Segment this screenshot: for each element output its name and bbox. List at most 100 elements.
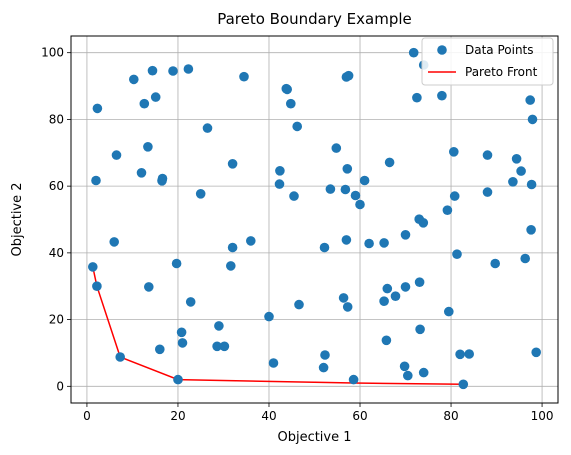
data-point <box>136 168 147 178</box>
data-point <box>185 297 196 307</box>
data-point <box>150 92 161 102</box>
data-point <box>350 190 361 201</box>
y-tick-label: 20 <box>49 313 64 327</box>
data-point <box>342 302 353 312</box>
data-point <box>177 338 188 348</box>
data-point <box>526 179 537 190</box>
legend: Data Points Pareto Front <box>421 37 554 86</box>
data-point <box>294 299 304 310</box>
data-point <box>364 238 374 249</box>
data-point <box>382 283 393 294</box>
data-point <box>379 296 389 307</box>
data-point <box>286 98 296 109</box>
data-point <box>274 179 285 189</box>
data-point <box>381 335 392 346</box>
data-point <box>490 258 501 269</box>
data-point <box>449 147 459 157</box>
data-point <box>340 184 351 195</box>
data-point <box>173 374 183 385</box>
data-point <box>111 150 122 160</box>
chart-title: Pareto Boundary Example <box>217 10 412 28</box>
data-point <box>355 199 365 210</box>
data-point <box>275 166 285 176</box>
y-tick-label: 100 <box>41 46 64 60</box>
data-point <box>227 242 238 253</box>
data-point <box>482 187 493 197</box>
data-point <box>176 327 187 338</box>
data-point <box>520 253 530 264</box>
data-point <box>415 324 425 335</box>
data-point <box>414 277 425 288</box>
data-point <box>227 159 238 169</box>
data-point <box>455 349 465 360</box>
data-point <box>526 225 536 235</box>
data-point <box>359 175 370 186</box>
x-tick-label: 20 <box>170 409 185 423</box>
data-point <box>399 361 410 372</box>
data-point <box>202 123 213 133</box>
data-point <box>418 367 429 378</box>
y-tick-label: 80 <box>49 112 64 126</box>
data-point <box>412 92 422 103</box>
data-point <box>400 230 411 240</box>
data-point <box>403 370 413 381</box>
data-point <box>508 177 518 187</box>
data-point <box>418 218 429 228</box>
x-axis-label: Objective 1 <box>277 430 351 445</box>
x-tick-label: 100 <box>531 409 554 423</box>
data-point <box>91 175 101 186</box>
data-point <box>511 154 522 164</box>
data-point <box>348 374 359 385</box>
x-tick-label: 60 <box>352 409 367 423</box>
data-point <box>400 282 411 292</box>
data-point <box>92 281 102 292</box>
data-point <box>390 291 401 302</box>
legend-marker-data-points <box>437 45 447 55</box>
data-point <box>437 90 447 101</box>
axis-ticks: 0 20 40 60 80 100 0 20 40 60 80 100 <box>41 46 553 423</box>
data-point <box>115 352 125 362</box>
data-point <box>452 249 462 259</box>
data-point <box>139 98 150 109</box>
data-point <box>325 184 336 194</box>
data-point <box>246 236 256 246</box>
data-point <box>183 64 194 74</box>
data-point <box>408 47 419 58</box>
y-axis-label: Objective 2 <box>10 182 25 256</box>
data-point <box>379 238 389 248</box>
data-point <box>338 293 349 303</box>
data-point <box>168 66 178 76</box>
y-tick-label: 60 <box>49 179 64 193</box>
data-points-layer <box>88 47 541 390</box>
data-point <box>342 164 353 174</box>
legend-label-pareto-front: Pareto Front <box>465 65 538 79</box>
data-point <box>384 157 395 168</box>
grid-lines <box>71 36 558 403</box>
data-point <box>282 84 293 95</box>
data-point <box>444 306 454 317</box>
data-point <box>343 70 354 81</box>
data-point <box>171 258 182 269</box>
plot-frame <box>70 35 559 404</box>
data-point <box>449 191 460 201</box>
data-point <box>214 321 224 331</box>
data-point <box>226 261 236 271</box>
data-point <box>109 237 119 247</box>
data-point <box>268 358 279 368</box>
y-tick-label: 0 <box>56 379 64 393</box>
legend-box <box>421 37 554 86</box>
data-point <box>88 262 98 272</box>
data-point <box>292 121 303 132</box>
x-tick-label: 0 <box>83 409 91 423</box>
data-point <box>157 173 168 184</box>
data-point <box>147 65 158 76</box>
data-point <box>92 103 103 114</box>
data-point <box>341 235 352 245</box>
data-point <box>516 166 526 176</box>
data-point <box>318 362 329 373</box>
legend-label-data-points: Data Points <box>465 43 534 57</box>
x-tick-label: 80 <box>443 409 458 423</box>
data-point <box>289 191 299 201</box>
data-point <box>212 341 222 352</box>
